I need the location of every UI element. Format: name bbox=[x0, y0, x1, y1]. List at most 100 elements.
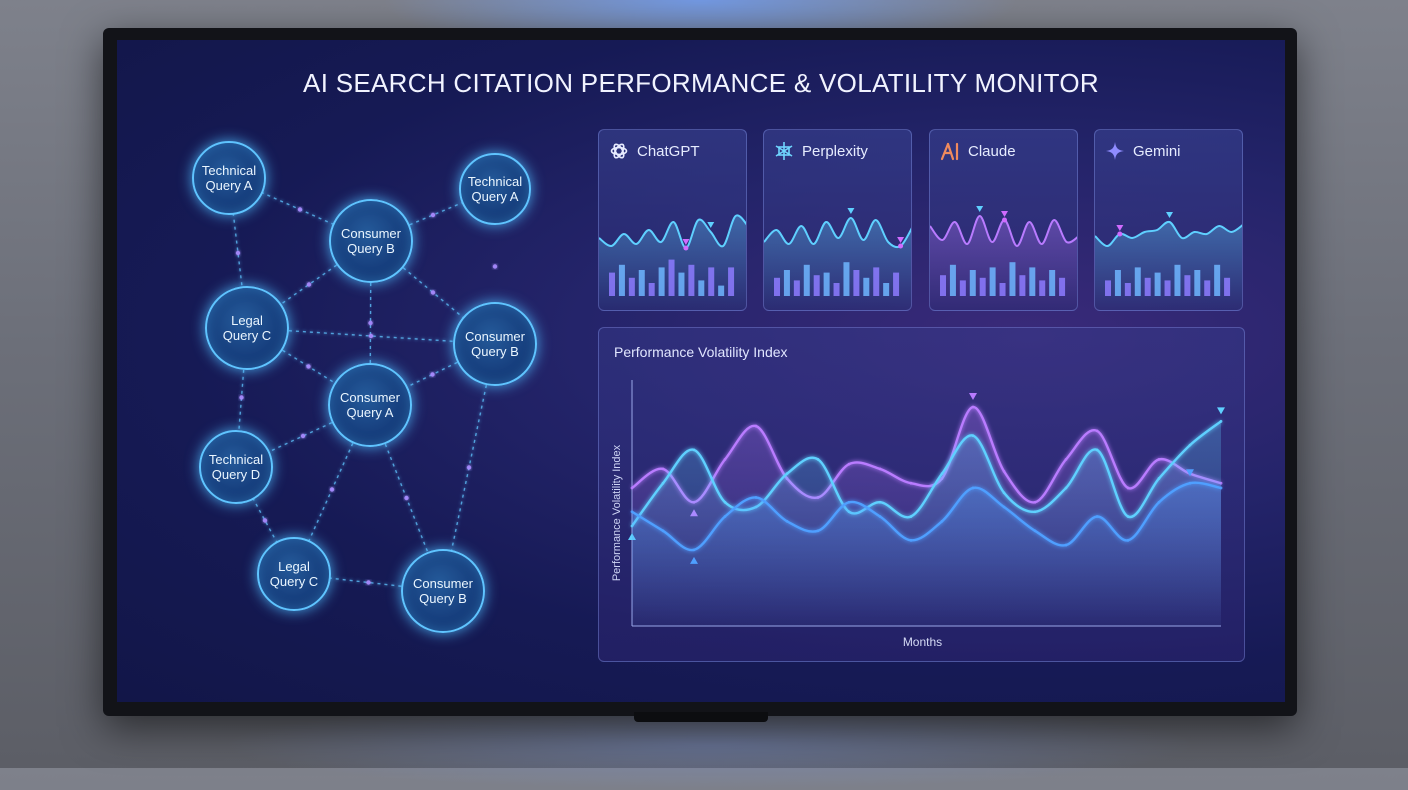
activity-bar bbox=[1174, 264, 1181, 296]
engine-name: Perplexity bbox=[802, 142, 868, 160]
activity-bar bbox=[989, 267, 996, 296]
activity-bar bbox=[1114, 270, 1121, 296]
graph-edge-pulse bbox=[262, 518, 268, 523]
activity-bar bbox=[843, 262, 850, 296]
graph-node-consumer-query-b[interactable]: Consumer Query B bbox=[329, 199, 413, 283]
engine-card-header: ChatGPT bbox=[609, 140, 700, 162]
engine-sparkline-chart bbox=[599, 214, 746, 310]
chatgpt-knot-icon bbox=[609, 141, 629, 161]
data-point bbox=[785, 519, 789, 523]
activity-bar bbox=[783, 270, 790, 296]
data-point bbox=[630, 510, 634, 514]
data-point bbox=[1126, 515, 1130, 518]
data-point bbox=[1064, 458, 1068, 461]
activity-bar bbox=[1059, 277, 1066, 296]
volatility-chart-panel: Performance Volatility Index Performance… bbox=[598, 327, 1245, 662]
sparkline-area bbox=[764, 217, 911, 310]
dashboard-screen: AI SEARCH CITATION PERFORMANCE & VOLATIL… bbox=[117, 40, 1285, 702]
data-point bbox=[1219, 419, 1223, 423]
activity-bar bbox=[618, 264, 625, 296]
data-point bbox=[1002, 469, 1006, 473]
graph-edge-pulse bbox=[366, 580, 371, 585]
graph-node-consumer-query-b-3[interactable]: Consumer Query B bbox=[401, 549, 485, 633]
activity-bar bbox=[698, 280, 705, 296]
graph-edge-pulse bbox=[404, 495, 409, 501]
graph-edge-pulse bbox=[430, 290, 436, 295]
data-point bbox=[661, 467, 665, 471]
tv-stand bbox=[634, 712, 768, 722]
data-point bbox=[1188, 443, 1192, 447]
peak-marker bbox=[976, 206, 984, 212]
data-point bbox=[1002, 491, 1006, 495]
data-point bbox=[723, 515, 727, 518]
activity-bar bbox=[668, 259, 675, 296]
data-point bbox=[785, 472, 789, 476]
data-point bbox=[1126, 486, 1130, 490]
activity-bar bbox=[1134, 267, 1141, 296]
graph-node-technical-query-d[interactable]: Technical Query D bbox=[199, 430, 273, 504]
data-point bbox=[1095, 515, 1099, 518]
activity-bar bbox=[1194, 270, 1201, 296]
data-point bbox=[723, 500, 727, 504]
engine-card-gemini[interactable]: Gemini bbox=[1094, 129, 1243, 311]
volatility-line-chart bbox=[628, 380, 1225, 627]
activity-bar bbox=[793, 280, 800, 296]
data-point bbox=[1033, 529, 1037, 533]
engine-sparkline-chart bbox=[1095, 212, 1242, 310]
engine-card-header: Claude bbox=[940, 140, 1016, 162]
graph-edge-pulse bbox=[492, 264, 498, 269]
data-point bbox=[1033, 510, 1037, 514]
activity-bar bbox=[718, 285, 725, 296]
chart-title: Performance Volatility Index bbox=[614, 344, 788, 360]
claude-a-icon bbox=[940, 141, 960, 161]
graph-node-legal-query-c[interactable]: Legal Query C bbox=[205, 286, 289, 370]
activity-bar bbox=[1049, 270, 1056, 296]
engine-sparkline-chart bbox=[930, 206, 1077, 310]
activity-bar bbox=[678, 272, 685, 296]
data-point bbox=[878, 515, 882, 518]
graph-node-consumer-query-b-2[interactable]: Consumer Query B bbox=[453, 302, 537, 386]
data-point bbox=[692, 448, 696, 452]
activity-bar bbox=[1105, 280, 1111, 296]
activity-bar bbox=[969, 270, 976, 296]
engine-card-header: Perplexity bbox=[774, 140, 868, 162]
activity-bar bbox=[1204, 280, 1211, 296]
data-point bbox=[847, 500, 851, 504]
data-point bbox=[692, 548, 696, 552]
activity-bar bbox=[813, 275, 820, 296]
activity-bar bbox=[638, 270, 645, 296]
activity-bar bbox=[774, 277, 780, 296]
dip-marker bbox=[1002, 217, 1007, 223]
engine-card-chatgpt[interactable]: ChatGPT bbox=[598, 129, 747, 311]
activity-bar bbox=[628, 277, 635, 296]
activity-bar bbox=[999, 283, 1006, 296]
graph-edge-pulse bbox=[300, 433, 306, 439]
engine-card-perplexity[interactable]: Perplexity bbox=[763, 129, 912, 311]
graph-edge-pulse bbox=[368, 320, 373, 326]
graph-node-technical-query-a[interactable]: Technical Query A bbox=[192, 141, 266, 215]
activity-bar bbox=[658, 267, 665, 296]
engine-name: Claude bbox=[968, 142, 1016, 160]
activity-bar bbox=[1009, 262, 1016, 296]
data-point bbox=[1095, 429, 1099, 433]
data-point bbox=[1126, 538, 1130, 542]
activity-bar bbox=[609, 272, 615, 296]
data-point bbox=[878, 467, 882, 471]
data-point bbox=[971, 486, 975, 490]
data-point bbox=[1095, 448, 1099, 452]
data-point bbox=[1157, 458, 1161, 461]
activity-bar bbox=[959, 280, 966, 296]
graph-edge-pulse bbox=[297, 207, 303, 212]
graph-edge-pulse bbox=[430, 212, 436, 218]
trough-marker bbox=[690, 556, 698, 564]
activity-bar bbox=[873, 267, 880, 296]
peak-marker bbox=[707, 222, 715, 228]
activity-bar bbox=[863, 277, 870, 296]
graph-node-legal-query-c-2[interactable]: Legal Query C bbox=[257, 537, 331, 611]
graph-edge-pulse bbox=[306, 282, 312, 287]
graph-node-consumer-query-a[interactable]: Consumer Query A bbox=[328, 363, 412, 447]
activity-bar bbox=[1039, 280, 1046, 296]
engine-name: Gemini bbox=[1133, 142, 1181, 160]
engine-card-claude[interactable]: Claude bbox=[929, 129, 1078, 311]
graph-node-technical-query-a-2[interactable]: Technical Query A bbox=[459, 153, 531, 225]
